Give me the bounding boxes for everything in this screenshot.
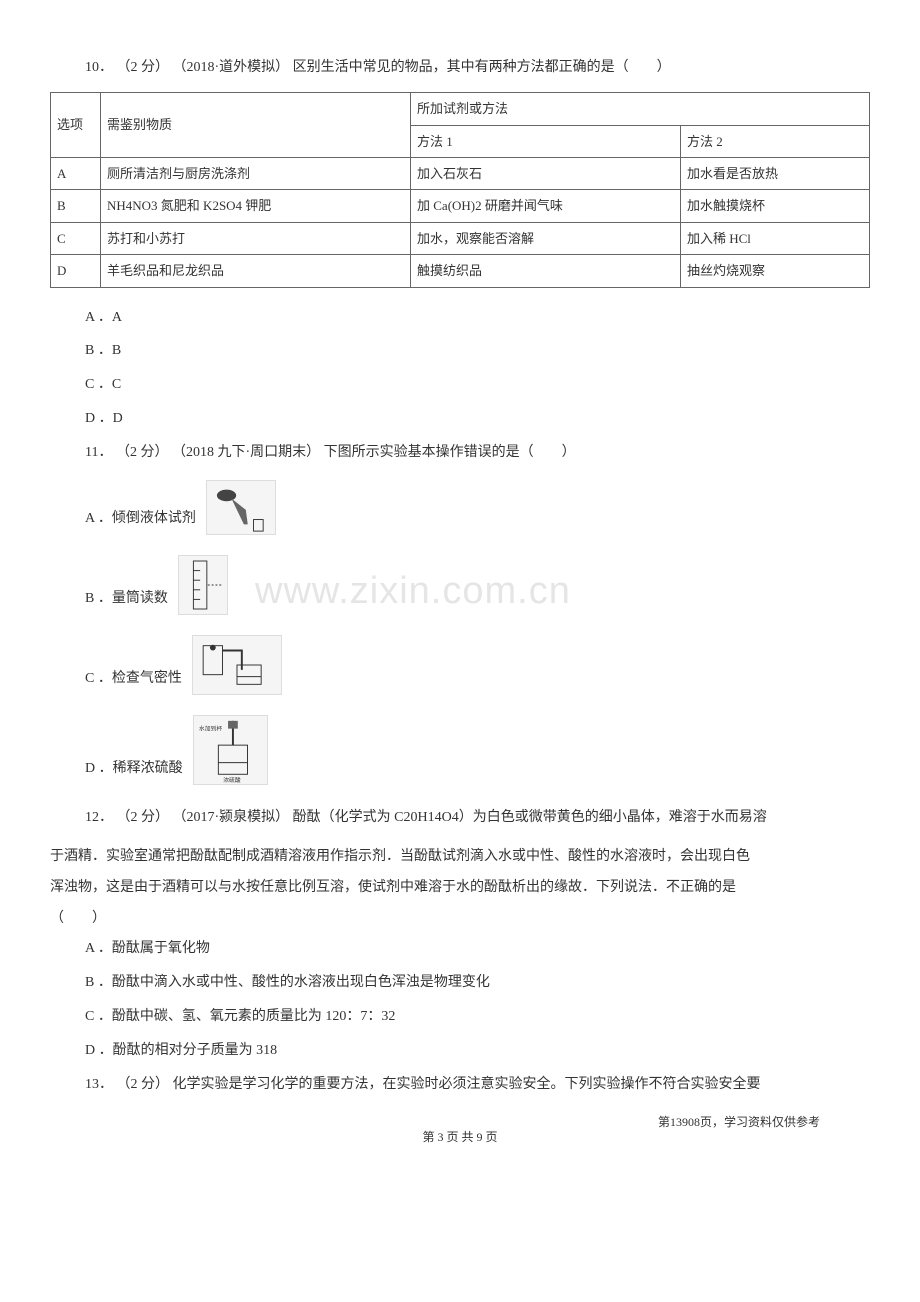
table-row: B NH4NO3 氮肥和 K2SO4 钾肥 加 Ca(OH)2 研磨并闻气味 加… (51, 190, 870, 222)
cell-m1: 加水，观察能否溶解 (411, 222, 681, 254)
option-c: C ．C (85, 370, 870, 401)
q11-option-d-row: D ．稀释浓硫酸 水加到杯 浓硫酸 (85, 715, 870, 785)
cell-m1: 加入石灰石 (411, 157, 681, 189)
option-c: C ．检查气密性 (85, 664, 192, 695)
table-row: C 苏打和小苏打 加水，观察能否溶解 加入稀 HCl (51, 222, 870, 254)
cell-opt: C (51, 222, 101, 254)
q11-source: （2018 九下·周口期末） (172, 445, 320, 460)
q11-options: A ．倾倒液体试剂 www.zixin.com.cn B ．量筒读数 C ．检查… (50, 480, 870, 785)
q13-number: 13． (85, 1077, 113, 1092)
cell-m2: 抽丝灼烧观察 (681, 255, 870, 287)
footer-right: 第13908页，学习资料仅供参考 (658, 1112, 820, 1134)
option-d: D ．D (85, 404, 870, 435)
svg-text:水加到杯: 水加到杯 (199, 724, 222, 732)
table-header-methods: 所加试剂或方法 (411, 93, 870, 125)
option-a: A ．酚酞属于氧化物 (85, 934, 870, 965)
q12-options: A ．酚酞属于氧化物 B ．酚酞中滴入水或中性、酸性的水溶液出现白色浑浊是物理变… (50, 934, 870, 1066)
q12-text-p1: 酚酞（化学式为 C20H14O4）为白色或微带黄色的细小晶体，难溶于水而易溶 (293, 810, 767, 825)
cell-sub: 羊毛织品和尼龙织品 (101, 255, 411, 287)
q13-points: （2 分） (117, 1077, 170, 1092)
q11-option-b-row: B ．量筒读数 (85, 555, 870, 615)
q11-text: 下图所示实验基本操作错误的是（ ） (324, 445, 576, 460)
q12-source: （2017·颍泉模拟） (173, 810, 290, 825)
q12-header: 12． （2 分） （2017·颍泉模拟） 酚酞（化学式为 C20H14O4）为… (50, 805, 870, 830)
option-b: B ．酚酞中滴入水或中性、酸性的水溶液出现白色浑浊是物理变化 (85, 968, 870, 999)
option-d: D ．酚酞的相对分子质量为 318 (85, 1036, 870, 1067)
table-row: D 羊毛织品和尼龙织品 触摸纺织品 抽丝灼烧观察 (51, 255, 870, 287)
airtight-check-icon (192, 635, 282, 695)
q12-cont4: （ ） (50, 904, 870, 935)
cell-m2: 加水触摸烧杯 (681, 190, 870, 222)
pour-liquid-icon (206, 480, 276, 535)
table-header-method2: 方法 2 (681, 125, 870, 157)
cylinder-reading-icon (178, 555, 228, 615)
table-header-substance: 需鉴别物质 (101, 93, 411, 158)
cell-opt: B (51, 190, 101, 222)
option-b: B ．B (85, 336, 870, 367)
table-header-method1: 方法 1 (411, 125, 681, 157)
q11-header: 11． （2 分） （2018 九下·周口期末） 下图所示实验基本操作错误的是（… (50, 440, 870, 465)
q12-number: 12． (85, 810, 113, 825)
q12-cont2: 于酒精．实验室通常把酚酞配制成酒精溶液用作指示剂．当酚酞试剂滴入水或中性、酸性的… (50, 842, 870, 873)
option-a: A ．倾倒液体试剂 (85, 504, 206, 535)
option-b: B ．量筒读数 (85, 584, 178, 615)
cell-sub: 苏打和小苏打 (101, 222, 411, 254)
cell-sub: 厕所清洁剂与厨房洗涤剂 (101, 157, 411, 189)
page-number: 第 3 页 共 9 页 (422, 1130, 497, 1144)
dilute-acid-icon: 水加到杯 浓硫酸 (193, 715, 268, 785)
q13-header: 13． （2 分） 化学实验是学习化学的重要方法，在实验时必须注意实验安全。下列… (50, 1072, 870, 1097)
cell-m1: 加 Ca(OH)2 研磨并闻气味 (411, 190, 681, 222)
svg-text:浓硫酸: 浓硫酸 (223, 776, 241, 784)
q10-source: （2018·道外模拟） (173, 60, 290, 75)
q10-table: 选项 需鉴别物质 所加试剂或方法 方法 1 方法 2 A 厕所清洁剂与厨房洗涤剂… (50, 92, 870, 287)
q11-option-a-row: A ．倾倒液体试剂 (85, 480, 870, 535)
cell-m1: 触摸纺织品 (411, 255, 681, 287)
q10-header: 10． （2 分） （2018·道外模拟） 区别生活中常见的物品，其中有两种方法… (50, 55, 870, 80)
option-c: C ．酚酞中碳、氢、氧元素的质量比为 120：7：32 (85, 1002, 870, 1033)
q10-options: A ．A B ．B C ．C D ．D (50, 303, 870, 435)
option-a: A ．A (85, 303, 870, 334)
cell-opt: A (51, 157, 101, 189)
q12-points: （2 分） (117, 810, 170, 825)
q11-number: 11． (85, 445, 112, 460)
q10-number: 10． (85, 60, 113, 75)
cell-opt: D (51, 255, 101, 287)
q12-cont3: 浑浊物，这是由于酒精可以与水按任意比例互溶，使试剂中难溶于水的酚酞析出的缘故．下… (50, 873, 870, 904)
cell-m2: 加入稀 HCl (681, 222, 870, 254)
q11-option-c-row: C ．检查气密性 (85, 635, 870, 695)
option-d: D ．稀释浓硫酸 (85, 754, 193, 785)
table-header-option: 选项 (51, 93, 101, 158)
q10-points: （2 分） (117, 60, 170, 75)
table-row: A 厕所清洁剂与厨房洗涤剂 加入石灰石 加水看是否放热 (51, 157, 870, 189)
cell-sub: NH4NO3 氮肥和 K2SO4 钾肥 (101, 190, 411, 222)
q11-points: （2 分） (116, 445, 169, 460)
q10-text: 区别生活中常见的物品，其中有两种方法都正确的是（ ） (293, 60, 671, 75)
q13-text: 化学实验是学习化学的重要方法，在实验时必须注意实验安全。下列实验操作不符合实验安… (173, 1077, 761, 1092)
cell-m2: 加水看是否放热 (681, 157, 870, 189)
